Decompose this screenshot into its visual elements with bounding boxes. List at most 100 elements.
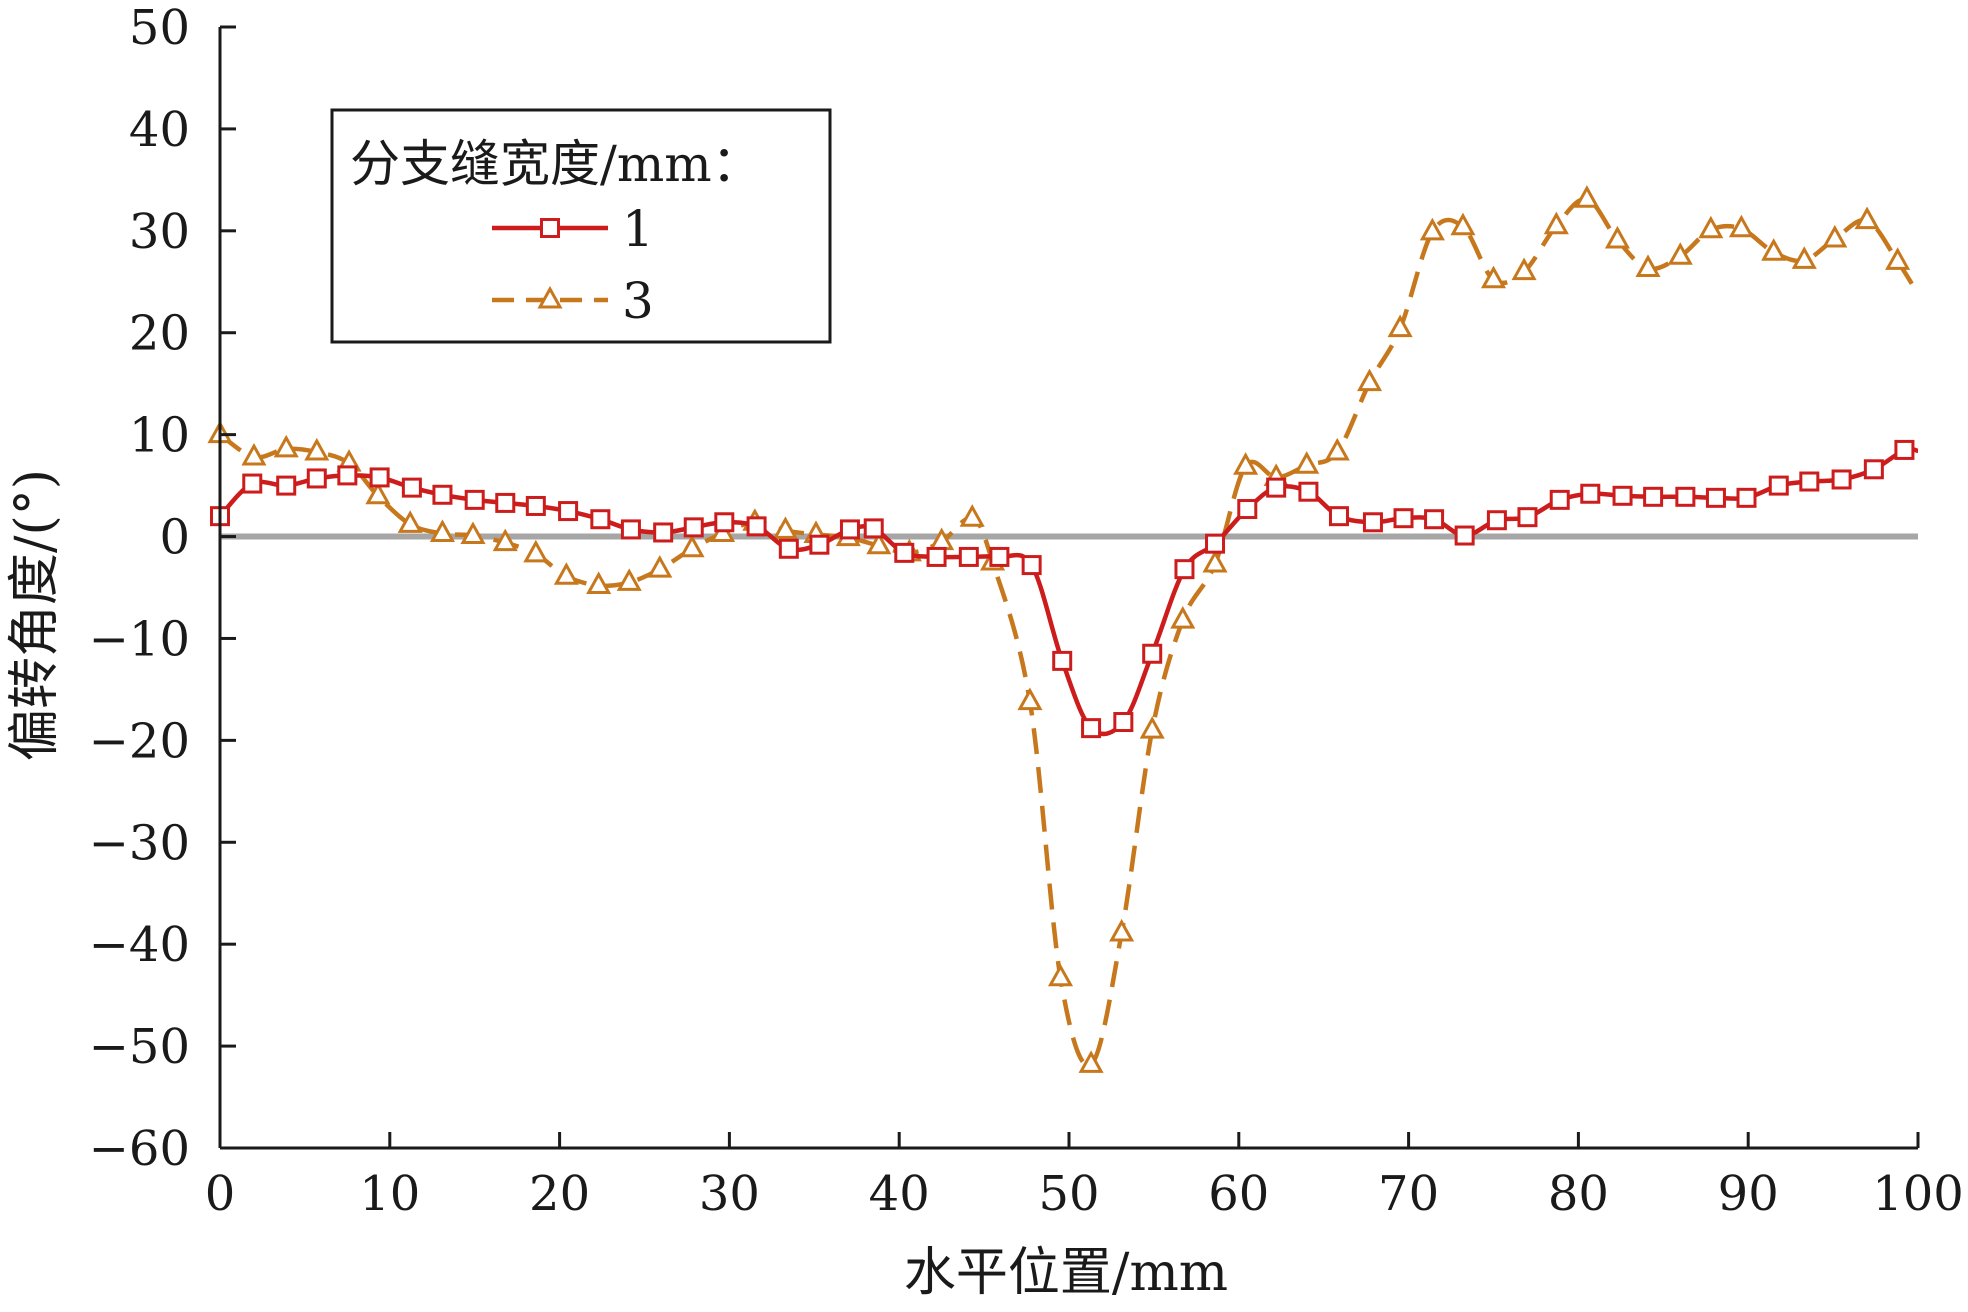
series-1-point [401, 477, 422, 498]
series-1 [210, 439, 1919, 739]
x-tick-label: 50 [1038, 1166, 1099, 1222]
series-1-point [525, 495, 546, 516]
series-3-point [772, 516, 798, 539]
x-tick-label: 100 [1872, 1166, 1964, 1222]
series-1-point [369, 467, 390, 488]
series-1-point [1580, 483, 1601, 504]
series-3-point [365, 481, 391, 505]
x-tick-label: 20 [529, 1166, 590, 1222]
series-3-point [586, 571, 612, 594]
series-1-point [809, 534, 830, 555]
series-3-point [1109, 918, 1135, 942]
x-tick-label: 0 [205, 1166, 236, 1222]
y-axis-title: 偏转角度/(°) [5, 469, 65, 761]
x-tick-label: 70 [1378, 1166, 1439, 1222]
series-3-point [1543, 211, 1569, 235]
series-3-point [1139, 716, 1165, 739]
series-3-point [492, 528, 518, 552]
x-tick-label: 60 [1208, 1166, 1269, 1222]
series-3-point [429, 519, 455, 542]
series-1-point [590, 509, 611, 530]
series-layer [207, 185, 1920, 1073]
series-3-point [1170, 606, 1196, 629]
y-tick-label: −50 [89, 1019, 190, 1075]
series-3-point [1233, 452, 1259, 475]
series-1-point [1052, 650, 1073, 671]
series-1-point [958, 546, 979, 567]
legend: 分支缝宽度/mm： 1 3 [330, 108, 832, 344]
series-1-point [276, 475, 297, 496]
series-1-point [1113, 712, 1134, 733]
y-tick-label: 20 [129, 306, 190, 362]
series-3-point [1387, 314, 1413, 338]
axes-layer: −60 −50 −40 −30 −20 −10 0 10 20 30 40 50 0 10 20 30 40 50… [89, 0, 1964, 1222]
series-3-point [959, 504, 985, 527]
y-tick-label: −20 [89, 713, 190, 769]
series-1-point [620, 519, 641, 540]
legend-label-1: 1 [622, 200, 654, 258]
series-1-point [1643, 486, 1664, 507]
series-1-point [839, 519, 860, 540]
series-1-point [1237, 499, 1258, 520]
series-1-point [746, 516, 767, 537]
series-3-point [1604, 225, 1631, 249]
series-1-point [1298, 481, 1319, 502]
series-3 [207, 185, 1920, 1073]
series-1-point [1205, 533, 1226, 554]
series-1-point [432, 484, 453, 505]
series-3-point [1017, 687, 1043, 711]
series-1-point [1894, 439, 1915, 460]
series-3-point [616, 568, 642, 591]
y-tick-label: 40 [129, 102, 190, 158]
x-tick-label: 80 [1548, 1166, 1609, 1222]
y-tick-label: −40 [89, 917, 190, 973]
series-1-point [1021, 555, 1042, 576]
series-1-point [1705, 487, 1726, 508]
series-3-point [241, 442, 267, 466]
y-tick-label: −30 [89, 815, 190, 871]
series-1-point [989, 546, 1010, 567]
legend-label-3: 3 [622, 272, 654, 330]
series-3-point [1667, 242, 1693, 265]
series-1-point [1799, 471, 1820, 492]
y-tick-label: 30 [129, 204, 190, 260]
series-3-point [273, 434, 299, 458]
series-1-point [1549, 489, 1570, 510]
y-tick-label: −10 [89, 611, 190, 667]
series-1-point [1328, 506, 1349, 527]
series-1-point [1675, 486, 1696, 507]
series-3-point [866, 531, 892, 555]
series-3-point [1294, 451, 1320, 474]
series-1-point [1424, 509, 1445, 530]
series-3-point [1854, 206, 1880, 230]
series-1-point [495, 492, 516, 513]
series-1-point [1736, 487, 1757, 508]
series-3-point [1822, 224, 1848, 248]
series-1-point [1768, 475, 1789, 496]
series-1-point [653, 522, 674, 543]
series-1-point [1266, 477, 1287, 498]
x-tick-label: 90 [1718, 1166, 1779, 1222]
series-1-point [778, 538, 799, 559]
series-1-point [1174, 559, 1195, 580]
series-1-point [1863, 459, 1884, 480]
series-1-point [714, 512, 735, 533]
series-1-point [337, 465, 358, 486]
series-3-point [1791, 246, 1817, 269]
x-axis-title: 水平位置/mm [904, 1243, 1228, 1303]
series-3-point [1885, 247, 1911, 270]
series-3-point [397, 510, 423, 533]
series-1-point [926, 546, 947, 567]
series-3-point [1078, 1050, 1104, 1073]
series-3-point [679, 534, 705, 558]
series-3-point [1698, 215, 1724, 239]
series-1-point [464, 489, 485, 510]
series-1-point [894, 542, 915, 563]
x-tick-label: 30 [699, 1166, 760, 1222]
series-3-point [1511, 257, 1537, 281]
series-1-point [1486, 510, 1507, 531]
series-3-point [1202, 549, 1228, 573]
legend-title: 分支缝宽度/mm： [350, 135, 762, 193]
series-1-point [1142, 643, 1163, 664]
